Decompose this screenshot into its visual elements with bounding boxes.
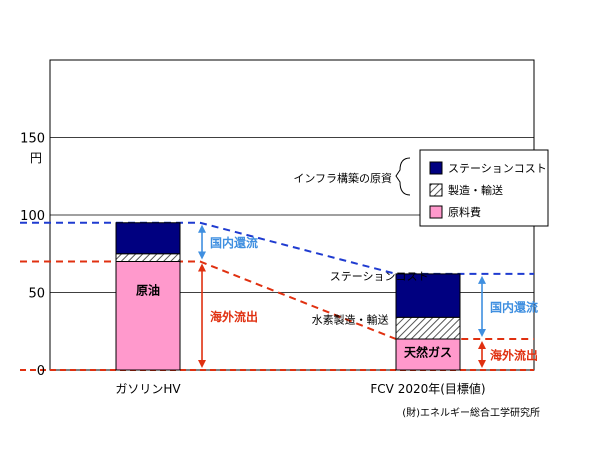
bar-2-0 [115,222,181,255]
bar-0-1 [395,338,461,371]
legend-label-2: 原料費 [448,205,481,219]
arrow-head-top-0 [198,224,207,233]
legend-swatch-2 [429,205,443,219]
bar-1-1 [395,316,461,340]
legend-brace [395,157,411,196]
arrow-head-top-1 [198,263,207,272]
arrows [198,224,487,368]
arrow-label-3: 海外流出 [490,348,538,363]
legend-swatch-0 [429,161,443,175]
arrow-head-bottom-0 [198,251,207,260]
y-unit-label: 円 [30,151,42,165]
inline-label-0: ステーションコスト [330,270,429,283]
reference-line-0 [20,221,534,275]
legend-label-0: ステーションコスト [448,162,547,175]
bar-1-0 [115,253,181,262]
legend-group-label: インフラ構築の原資 [293,171,392,185]
legend-swatch-1 [429,183,443,197]
arrow-head-bottom-1 [198,360,207,368]
arrow-label-1: 海外流出 [210,309,258,324]
bar-label-0: 原油 [136,282,160,297]
legend-label-1: 製造・輸送 [448,183,503,197]
arrow-head-bottom-2 [478,329,487,337]
arrow-label-2: 国内還流 [490,299,538,314]
y-tick-label-50: 50 [28,287,45,302]
arrow-head-top-2 [478,275,487,284]
y-tick-label-0: 0 [37,364,45,379]
y-tick-label-150: 150 [20,132,45,147]
inline-label-1: 水素製造・輸送 [312,313,389,327]
arrow-label-0: 国内還流 [210,235,258,250]
bar-2-1 [395,273,461,318]
reference-line-1 [20,260,534,340]
arrow-head-bottom-3 [478,360,487,368]
bar-label-1: 天然ガス [404,344,452,359]
category-label-0: ガソリンHV [115,382,181,396]
reference-lines [20,221,534,371]
arrow-head-top-3 [478,341,487,349]
bars [115,222,461,371]
category-label-1: FCV 2020年(目標値) [370,381,485,396]
y-tick-label-100: 100 [20,209,45,224]
bar-0-0 [115,261,181,371]
source-label: (財)エネルギー総合工学研究所 [402,406,540,419]
